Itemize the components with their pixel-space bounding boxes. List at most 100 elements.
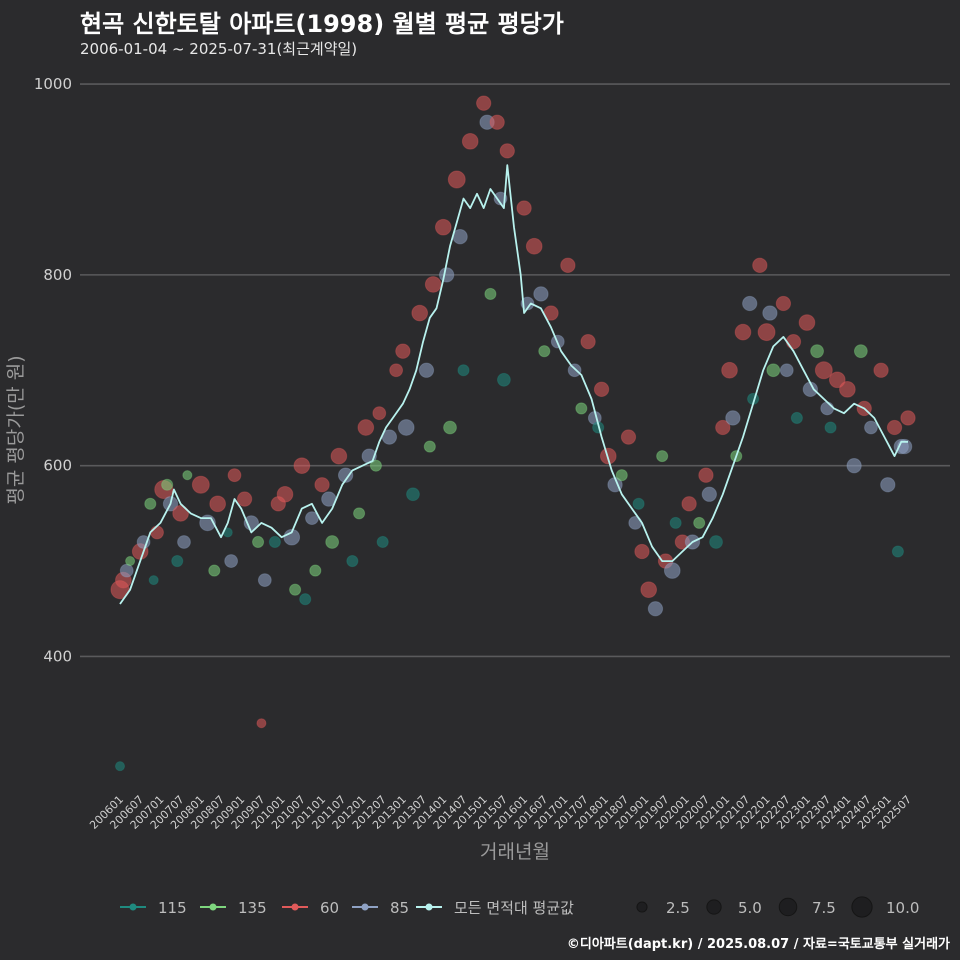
data-point-s60 — [256, 718, 267, 729]
y-tick-label: 1000 — [34, 75, 72, 93]
legend-size-circle — [851, 896, 873, 918]
data-point-s135 — [575, 402, 588, 415]
data-point-s60 — [634, 543, 650, 560]
grid-lines — [80, 83, 950, 658]
data-point-s60 — [330, 447, 348, 465]
y-tick-label: 600 — [43, 457, 72, 475]
data-point-s85 — [243, 515, 259, 531]
data-point-s85 — [452, 229, 468, 245]
data-point-s115 — [114, 761, 126, 772]
data-point-s85 — [880, 477, 896, 493]
data-point-s135 — [693, 516, 706, 529]
data-point-s60 — [775, 295, 792, 312]
y-tick-label: 800 — [43, 266, 72, 284]
data-point-s135 — [309, 564, 322, 577]
data-point-s60 — [276, 485, 294, 503]
data-point-s60 — [798, 314, 816, 331]
legend-size-circle — [706, 899, 722, 915]
y-axis-label: 평균 평당가(만 원) — [5, 355, 27, 504]
legend-size-label: 7.5 — [812, 899, 836, 917]
data-point-s135 — [656, 450, 669, 463]
x-axis-ticks: 2006012006072007012007072008012008072009… — [87, 793, 914, 832]
data-point-s60 — [314, 477, 330, 493]
data-point-s60 — [580, 333, 596, 350]
data-point-s85 — [779, 363, 794, 378]
data-point-s60 — [357, 419, 375, 436]
legend-swatch-dot — [425, 903, 433, 911]
data-point-s60 — [150, 525, 164, 540]
legend-label: 85 — [390, 899, 409, 917]
data-point-s85 — [864, 420, 878, 435]
data-point-s135 — [810, 344, 824, 359]
data-point-s115 — [457, 364, 470, 377]
legend-size-label: 10.0 — [886, 899, 919, 917]
data-point-s115 — [824, 421, 837, 434]
data-point-s60 — [814, 361, 833, 380]
data-point-s60 — [886, 419, 903, 436]
legend-swatch-dot — [129, 903, 137, 911]
legend-label: 60 — [320, 899, 339, 917]
data-point-s85 — [337, 467, 354, 483]
data-point-s85 — [257, 573, 272, 588]
data-point-s85 — [647, 601, 664, 617]
data-point-s85 — [762, 305, 778, 321]
y-axis-ticks: 400 600 800 1000 — [34, 75, 72, 665]
data-point-s60 — [734, 323, 752, 341]
data-point-s60 — [191, 475, 210, 494]
data-point-s60 — [447, 170, 466, 189]
data-point-s135 — [289, 583, 302, 596]
data-point-s60 — [461, 132, 479, 150]
data-point-s60 — [172, 505, 189, 522]
legend-size-label: 5.0 — [738, 899, 762, 917]
data-point-s85 — [136, 535, 151, 549]
legend: 115 135 60 85 모든 면적대 평균값 2.5 5.0 7.5 10.0 — [120, 896, 919, 918]
legend-swatch-dot — [291, 903, 299, 911]
data-point-s135 — [252, 535, 265, 549]
data-point-s60 — [785, 333, 802, 350]
data-point-s135 — [325, 535, 340, 549]
data-point-s60 — [715, 419, 731, 436]
data-point-s115 — [376, 535, 389, 549]
data-point-s115 — [299, 593, 312, 606]
data-point-s60 — [411, 304, 429, 322]
data-point-s85 — [305, 511, 319, 526]
data-point-s60 — [389, 363, 404, 378]
data-point-s135 — [208, 564, 221, 577]
legend-label: 135 — [238, 899, 267, 917]
data-point-s115 — [171, 555, 184, 568]
data-point-s60 — [698, 467, 714, 483]
credit-footer: ©디아파트(dapt.kr) / 2025.08.07 / 자료=국토교통부 실… — [566, 937, 950, 952]
data-point-s60 — [227, 468, 242, 483]
data-point-s60 — [560, 257, 576, 273]
data-point-s135 — [484, 287, 497, 300]
data-point-s135 — [615, 469, 628, 482]
data-point-s115 — [709, 535, 723, 549]
data-point-s115 — [669, 516, 682, 529]
data-point-s60 — [620, 429, 637, 445]
y-tick-label: 400 — [43, 647, 72, 665]
data-point-s60 — [434, 218, 452, 236]
data-point-s60 — [593, 381, 610, 397]
data-point-s85 — [742, 295, 758, 312]
data-point-s60 — [828, 371, 846, 389]
data-point-s60 — [873, 362, 889, 378]
data-point-s135 — [853, 344, 868, 359]
data-point-s85 — [418, 362, 435, 378]
data-point-s60 — [499, 143, 515, 159]
legend-size-circle — [778, 897, 798, 917]
data-point-s85 — [846, 458, 862, 474]
data-point-s115 — [632, 497, 645, 510]
data-point-s60 — [721, 361, 738, 379]
data-point-s60 — [395, 343, 411, 359]
data-point-s60 — [476, 95, 492, 111]
data-point-s135 — [538, 345, 551, 358]
data-point-s135 — [766, 363, 781, 378]
data-point-s60 — [293, 457, 311, 474]
scatter-points — [110, 95, 916, 772]
data-point-s60 — [209, 495, 226, 513]
legend-size-label: 2.5 — [666, 899, 690, 917]
data-point-s115 — [346, 555, 359, 568]
data-point-s60 — [681, 496, 697, 512]
data-point-s135 — [125, 556, 136, 567]
